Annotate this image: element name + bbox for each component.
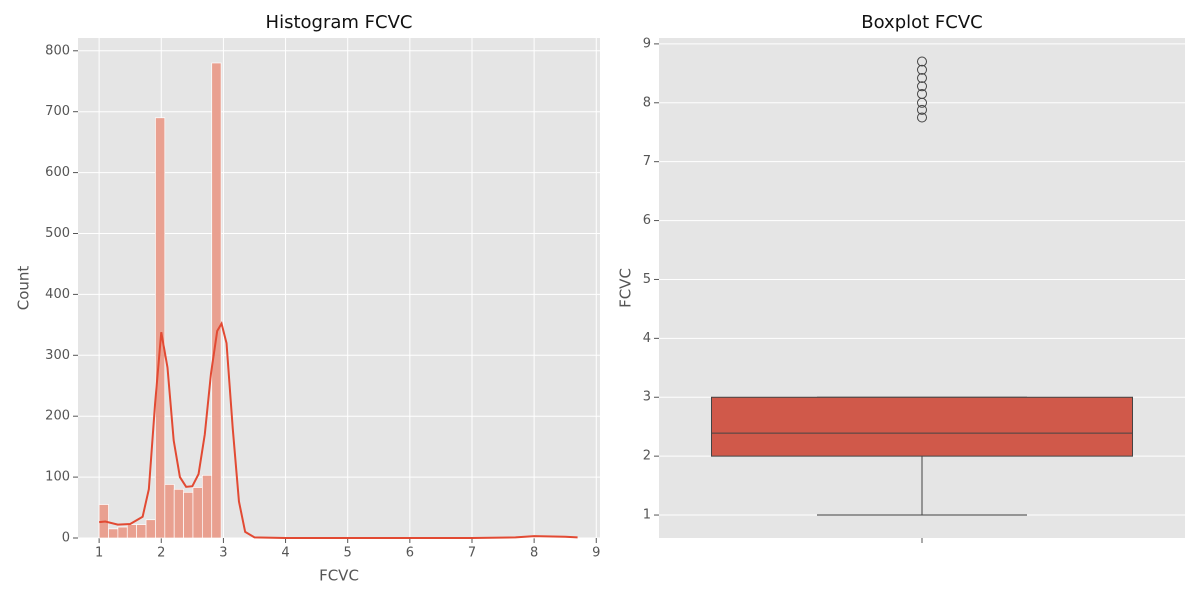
y-axis-label: Count <box>15 266 33 311</box>
bar <box>155 117 166 539</box>
y-tick-label: 600 <box>45 165 70 180</box>
chart-title: Histogram FCVC <box>266 12 413 33</box>
y-axis-label: FCVC <box>617 268 635 308</box>
y-tick-label: 700 <box>45 104 70 119</box>
x-tick-label: 5 <box>344 546 352 561</box>
outlier <box>917 88 927 99</box>
y-tick-label: 1 <box>643 508 651 523</box>
outlier <box>917 56 927 67</box>
bar <box>211 62 222 539</box>
x-tick-label: 2 <box>157 546 165 561</box>
bar <box>136 524 147 539</box>
y-tick-label: 7 <box>643 154 651 169</box>
bar <box>192 487 203 539</box>
bar <box>173 488 184 539</box>
y-tick-label: 100 <box>45 470 70 485</box>
outlier <box>917 81 927 92</box>
y-tick-label: 800 <box>45 43 70 58</box>
x-tick-label: 9 <box>592 546 600 561</box>
outlier <box>917 104 927 115</box>
bar <box>126 524 138 539</box>
y-tick-label: 3 <box>643 390 651 405</box>
y-tick-label: 300 <box>45 348 70 363</box>
x-tick-label: 7 <box>468 546 476 561</box>
bar <box>145 519 156 539</box>
bar <box>539 537 550 539</box>
outlier <box>917 73 927 84</box>
x-tick-label: 3 <box>219 546 227 561</box>
y-tick-label: 6 <box>643 213 651 228</box>
bar <box>164 484 175 539</box>
y-tick-label: 200 <box>45 409 70 424</box>
x-tick-label: 6 <box>406 546 414 561</box>
chart-title: Boxplot FCVC <box>861 12 982 33</box>
x-tick-label: 4 <box>281 546 289 561</box>
box <box>711 396 1133 457</box>
bar <box>183 491 194 539</box>
y-tick-label: 8 <box>643 95 651 110</box>
y-tick-label: 2 <box>643 449 651 464</box>
x-axis-label: FCVC <box>319 567 359 585</box>
y-tick-label: 500 <box>45 226 70 241</box>
y-tick-label: 5 <box>643 272 651 287</box>
y-tick-label: 0 <box>62 531 70 546</box>
bar <box>201 474 213 539</box>
bar <box>108 528 119 539</box>
outlier <box>917 112 927 123</box>
outlier <box>917 64 927 75</box>
y-tick-label: 9 <box>643 36 651 51</box>
x-tick-label: 1 <box>95 546 103 561</box>
bar <box>530 537 541 539</box>
x-tick-label: 8 <box>530 546 538 561</box>
bar <box>117 526 128 539</box>
y-tick-label: 400 <box>45 287 70 302</box>
kde-line <box>99 321 578 539</box>
y-tick-label: 4 <box>643 331 651 346</box>
